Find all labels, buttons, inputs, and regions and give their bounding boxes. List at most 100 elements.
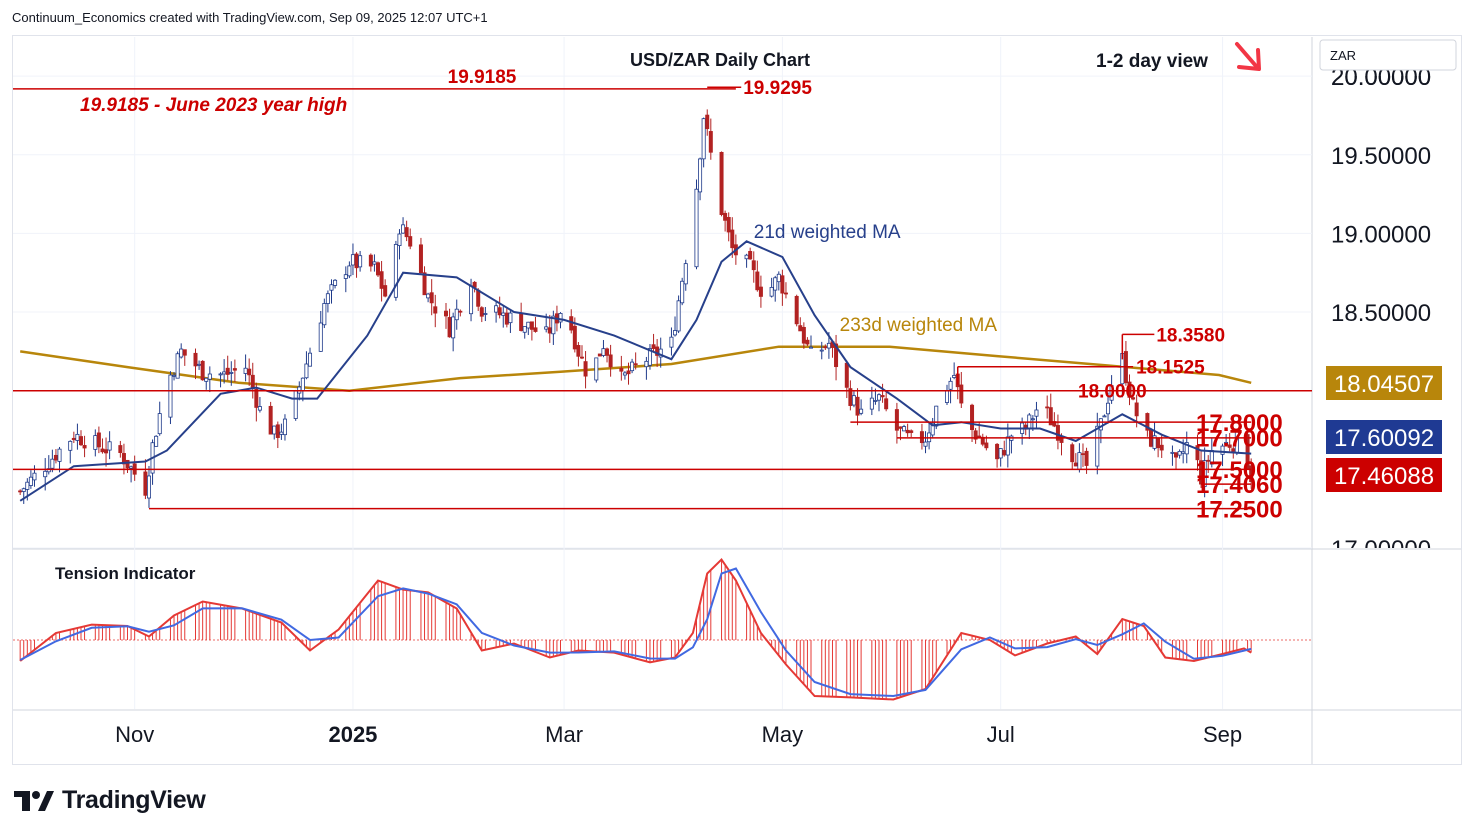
candle-body [53, 454, 58, 461]
candle-body [146, 475, 151, 499]
candle-body [43, 470, 48, 478]
candle-body [1080, 453, 1085, 456]
candle-body [1181, 451, 1186, 454]
candle-body [855, 396, 860, 416]
candle-body [329, 284, 334, 291]
candle-body [451, 316, 456, 339]
candle-body [172, 374, 177, 377]
candle-body [222, 371, 227, 375]
candle-body [397, 233, 402, 246]
x-tick-label: 2025 [328, 722, 377, 747]
candle-body [1170, 451, 1175, 454]
price-label: 17.60092 [1334, 425, 1434, 452]
candle-body [680, 280, 685, 304]
candle-body [28, 476, 33, 486]
candle-body [805, 339, 810, 345]
candle-body [1098, 418, 1103, 431]
candle-body [819, 349, 824, 352]
candle-body [207, 373, 212, 380]
candle-body [934, 405, 939, 427]
candle-body [633, 363, 638, 366]
candle-body [748, 250, 753, 260]
candle-body [293, 390, 298, 419]
price-label-box [1326, 420, 1442, 454]
candle-body [558, 313, 563, 323]
candle-body [651, 344, 656, 349]
symbol-box[interactable] [1319, 39, 1457, 71]
candle-body [308, 352, 313, 367]
candle-body [719, 151, 724, 215]
candle-body [383, 285, 388, 297]
candle-body [630, 361, 635, 372]
candle-body [583, 361, 588, 377]
candle-body [601, 348, 606, 356]
candle-body [769, 287, 774, 297]
candle-body [129, 466, 134, 469]
candle-body [533, 327, 538, 332]
candle-body [350, 254, 355, 266]
candle-body [508, 312, 513, 324]
candle-body [984, 442, 989, 449]
x-tick-label: May [762, 722, 804, 747]
candle-body [1034, 409, 1039, 417]
candle-body [647, 348, 652, 366]
tension-indicator-title: Tension Indicator [55, 564, 196, 583]
candle-body [669, 336, 674, 348]
candle-body [200, 360, 205, 381]
candle-body [107, 441, 112, 451]
candle-body [404, 227, 409, 238]
level-label: 18.0000 [1078, 382, 1147, 403]
candle-body [683, 263, 688, 285]
candle-body [497, 307, 502, 316]
candle-body [483, 313, 488, 315]
candle-body [701, 118, 706, 160]
candle-body [426, 293, 431, 299]
tradingview-logo[interactable]: TradingView [14, 786, 206, 815]
candle-body [1073, 462, 1078, 467]
candle-body [93, 435, 98, 450]
candle-body [1127, 381, 1132, 398]
candle-body [705, 114, 710, 130]
candle-body [71, 437, 76, 441]
candle-body [300, 377, 305, 392]
level-label: 17.4060 [1196, 472, 1283, 499]
candle-body [75, 433, 80, 441]
candle-body [572, 325, 577, 350]
level-label: 17.2500 [1196, 496, 1283, 523]
candle-body [372, 261, 377, 265]
candle-body [869, 397, 874, 410]
candle-body [104, 449, 109, 454]
y-tick-label: 17.00000 [1331, 536, 1431, 563]
candle-body [519, 313, 524, 331]
candle-body [1202, 460, 1207, 487]
candle-body [755, 271, 760, 291]
candle-body [952, 374, 957, 378]
candle-body [644, 360, 649, 368]
candle-body [1220, 445, 1225, 455]
candle-body [379, 271, 384, 289]
candle-body [676, 300, 681, 332]
candle-body [408, 236, 413, 247]
candle-body [526, 321, 531, 329]
ma-233-line [20, 345, 1252, 392]
candle-body [723, 212, 728, 221]
candle-body [594, 357, 599, 381]
candle-body [1174, 452, 1179, 458]
candle-body [268, 405, 273, 435]
candle-body [780, 275, 785, 294]
candle-body [1109, 385, 1114, 401]
candle-body [673, 330, 678, 336]
chart-title: USD/ZAR Daily Chart [630, 50, 810, 70]
candle-body [96, 432, 101, 448]
candle-body [422, 272, 427, 296]
series-label: 233d weighted MA [840, 315, 998, 336]
candle-body [204, 377, 209, 382]
candle-body [959, 384, 964, 404]
ma-21-line [19, 240, 1252, 502]
candle-body [801, 326, 806, 344]
candle-body [794, 295, 799, 325]
candle-body [358, 255, 363, 268]
level-label-19-9185: 19.9185 [448, 67, 517, 88]
down-right-arrow-head-icon [1237, 48, 1261, 71]
